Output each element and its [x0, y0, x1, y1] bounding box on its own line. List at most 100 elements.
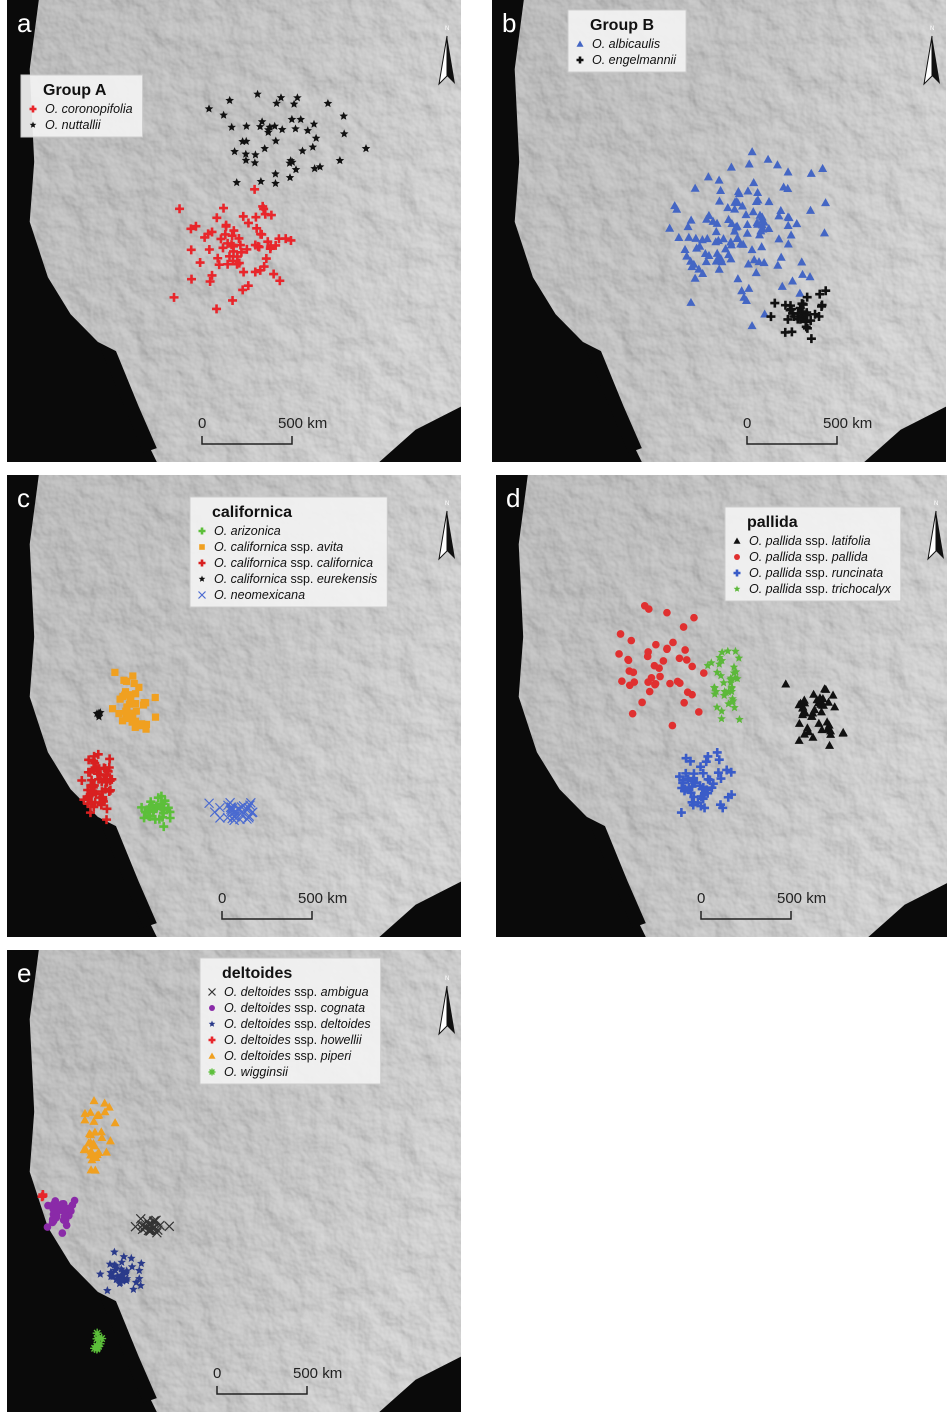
infraspecific-name: latifolia: [832, 534, 871, 548]
taxon: O. pallida: [749, 534, 802, 548]
taxon: O. deltoides: [224, 985, 291, 999]
marker-square: [141, 699, 148, 706]
figure: aN0500 kmGroup AO. coronopifoliaO. nutta…: [0, 0, 947, 1412]
north-label: N: [930, 26, 934, 32]
marker-circle: [61, 1213, 69, 1221]
taxon: O. coronopifolia: [45, 102, 133, 116]
marker-circle: [676, 654, 684, 662]
legend-title: californica: [212, 504, 292, 521]
taxon: O. deltoides: [224, 1033, 291, 1047]
infraspecific-name: cognata: [321, 1001, 366, 1015]
legend-entry: O. nuttallii: [45, 118, 102, 132]
marker-circle: [625, 667, 633, 675]
legend-entry: O. pallida ssp. runcinata: [749, 566, 883, 580]
north-label: N: [445, 976, 449, 982]
rank: ssp.: [290, 556, 313, 570]
marker-circle: [65, 1205, 73, 1213]
legend-entry: O. californica ssp. avita: [214, 540, 343, 554]
map: [492, 0, 946, 462]
marker-circle: [651, 662, 659, 670]
marker-circle: [630, 678, 638, 686]
map-panel: cN0500 kmcalifornicaO. arizonicaO. calif…: [7, 475, 461, 937]
marker-circle: [680, 623, 688, 631]
taxon: O. pallida: [749, 582, 802, 596]
north-label: N: [445, 26, 449, 32]
marker-circle: [669, 722, 677, 730]
scale-zero: 0: [218, 890, 226, 907]
infraspecific-name: deltoides: [321, 1017, 371, 1031]
legend-entry: O. pallida ssp. trichocalyx: [749, 582, 892, 596]
legend-entry: O. wigginsii: [224, 1065, 289, 1079]
rank: ssp.: [805, 550, 828, 564]
panel-letter: d: [506, 483, 520, 513]
map-panel: bN0500 kmGroup BO. albicaulisO. engelman…: [492, 0, 946, 462]
marker-square: [152, 694, 159, 701]
infraspecific-name: ambigua: [321, 985, 369, 999]
taxon: O. deltoides: [224, 1049, 291, 1063]
taxon: O. arizonica: [214, 524, 281, 538]
infraspecific-name: runcinata: [832, 566, 883, 580]
marker-square: [142, 726, 149, 733]
scale-distance: 500 km: [298, 890, 347, 907]
marker-circle: [625, 656, 633, 664]
north-label: N: [934, 501, 938, 507]
rank: ssp.: [805, 534, 828, 548]
marker-circle: [676, 679, 684, 687]
rank: ssp.: [290, 572, 313, 586]
infraspecific-name: avita: [317, 540, 343, 554]
marker-circle: [627, 637, 635, 645]
marker-circle: [734, 554, 740, 560]
marker-circle: [669, 639, 677, 647]
taxon: O. albicaulis: [592, 37, 660, 51]
panel-letter: b: [502, 8, 516, 38]
marker-square: [111, 669, 118, 676]
taxon: O. deltoides: [224, 1001, 291, 1015]
rank: ssp.: [294, 1001, 317, 1015]
marker-circle: [652, 641, 660, 649]
scale-zero: 0: [198, 415, 206, 432]
panel-letter: e: [17, 958, 31, 988]
rank: ssp.: [294, 1033, 317, 1047]
legend-entry: O. albicaulis: [592, 37, 660, 51]
map: [7, 0, 461, 462]
rank: ssp.: [290, 540, 313, 554]
legend-title: Group B: [590, 17, 654, 34]
map-panel: aN0500 kmGroup AO. coronopifoliaO. nutta…: [7, 0, 461, 462]
scale-distance: 500 km: [293, 1365, 342, 1382]
rank: ssp.: [294, 1017, 317, 1031]
panel-letter: a: [17, 8, 32, 38]
legend-entry: O. engelmannii: [592, 53, 677, 67]
marker-circle: [648, 674, 656, 682]
infraspecific-name: piperi: [320, 1049, 353, 1063]
marker-asterisk: [209, 1069, 216, 1076]
infraspecific-name: eurekensis: [317, 572, 377, 586]
legend-entry: O. pallida ssp. latifolia: [749, 534, 871, 548]
rank: ssp.: [294, 1049, 317, 1063]
marker-square: [120, 677, 127, 684]
marker-circle: [681, 646, 689, 654]
marker-square: [115, 710, 122, 717]
marker-circle: [688, 691, 696, 699]
marker-circle: [629, 710, 637, 718]
legend: deltoides O. deltoides ssp. ambigua O. del…: [200, 958, 381, 1084]
legend-title: pallida: [747, 514, 798, 531]
marker-circle: [71, 1197, 79, 1205]
panel-letter: c: [17, 483, 30, 513]
scale-zero: 0: [743, 415, 751, 432]
marker-circle: [663, 609, 671, 617]
infraspecific-name: pallida: [831, 550, 868, 564]
marker-square: [126, 691, 133, 698]
taxon: O. engelmannii: [592, 53, 677, 67]
marker-circle: [666, 680, 674, 688]
marker-square: [152, 714, 159, 721]
marker-circle: [44, 1223, 52, 1231]
taxon: O. pallida: [749, 566, 802, 580]
taxon: O. nuttallii: [45, 118, 102, 132]
marker-square: [119, 717, 126, 724]
legend-entry: O. californica ssp. californica: [214, 556, 373, 570]
taxon: O. wigginsii: [224, 1065, 289, 1079]
marker-circle: [644, 653, 652, 661]
marker-square: [199, 544, 205, 550]
